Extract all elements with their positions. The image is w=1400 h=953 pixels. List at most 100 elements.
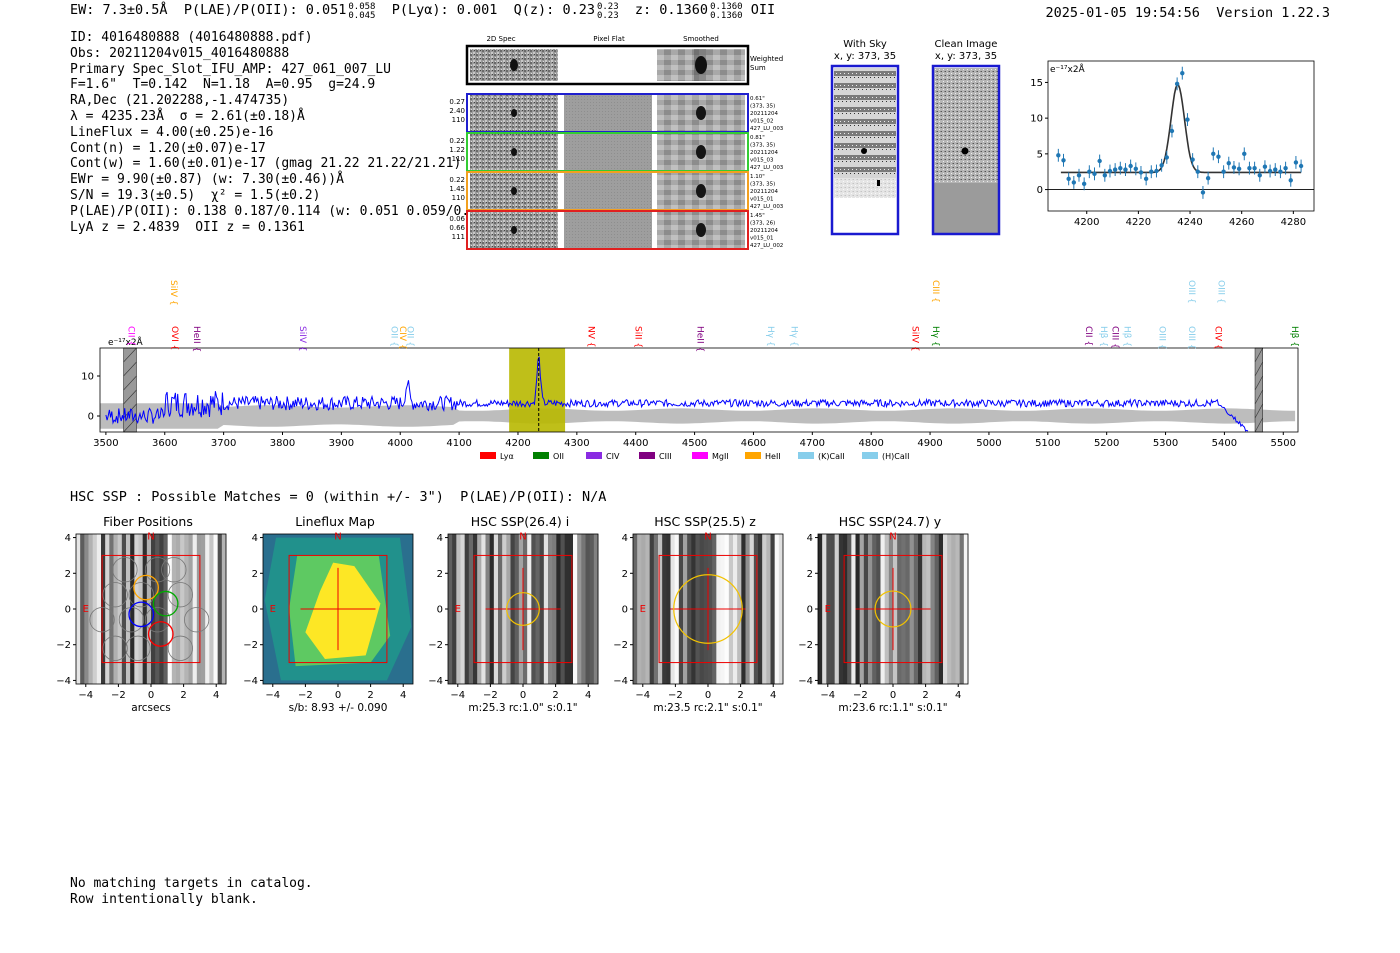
- spectral-line-label: SiII {: [633, 326, 643, 348]
- data-point: [1185, 117, 1190, 122]
- detection-info: ID: 4016480888 (4016480888.pdf) Obs: 202…: [70, 30, 500, 235]
- spectral-line-label: OII {: [388, 326, 398, 347]
- image-stripe: [947, 534, 952, 684]
- image-stripe: [641, 534, 646, 684]
- mask-hatch: [123, 361, 137, 377]
- emission-blob: [511, 109, 517, 117]
- image-stripe: [770, 534, 776, 684]
- x-tick-label: 4600: [741, 438, 766, 449]
- fiber: [102, 635, 128, 661]
- image-stripe: [963, 534, 969, 684]
- data-point: [1242, 151, 1247, 157]
- y-tick-label: 0: [437, 605, 443, 616]
- image-stripe: [573, 534, 578, 684]
- x-tick-label: −2: [111, 690, 126, 701]
- x-tick-label: 4200: [1074, 217, 1099, 228]
- image-stripe: [180, 534, 185, 684]
- fiber-highlight: [128, 601, 155, 628]
- image-stripe: [221, 534, 227, 684]
- spectral-line-label: OVI {: [169, 326, 179, 350]
- image-stripe: [184, 534, 189, 684]
- cutout-row-frame: [466, 210, 749, 250]
- emission-blob: [510, 59, 518, 71]
- y-tick-label: 10: [81, 372, 94, 383]
- x-tick-label: 4700: [800, 438, 825, 449]
- legend-label: CIV: [606, 452, 620, 461]
- data-point: [1164, 155, 1169, 160]
- spectral-line-label: OIII {: [1216, 280, 1226, 304]
- x-tick-label: 4000: [388, 438, 413, 449]
- emission-blob: [696, 145, 706, 159]
- y-unit-label: e⁻¹⁷x2Å: [108, 336, 144, 348]
- line-fit-chart: 4200 4220 4240 4260 4280 0 5 10 15 e⁻¹⁷x2Å: [1030, 60, 1315, 228]
- y-tick-label: 2: [65, 569, 71, 580]
- cutout-row-meta: 0.81": [750, 135, 765, 141]
- footer-line: No matching targets in catalog.: [70, 876, 313, 891]
- aperture-circle: [673, 574, 743, 644]
- legend-swatch: [862, 452, 878, 459]
- y-tick-label: 0: [622, 605, 628, 616]
- image-stripe: [138, 534, 144, 684]
- emission-blob: [511, 148, 517, 156]
- data-point: [1092, 171, 1097, 177]
- cutout-row-meta: (373, 35): [750, 182, 775, 188]
- data-point: [1107, 168, 1113, 174]
- cutout-row-stat: 0.66: [449, 224, 465, 232]
- cutout-flat: [564, 95, 652, 131]
- info-line: LineFlux = 4.00(±0.25)e-16: [70, 124, 274, 140]
- cutout-row-meta: 20211204: [750, 150, 778, 156]
- fiber: [144, 607, 171, 633]
- image-stripe: [176, 534, 181, 684]
- data-point: [1288, 178, 1293, 183]
- north-label: N: [704, 532, 711, 543]
- cutout-row-stat: 110: [452, 155, 465, 163]
- spectral-line-label: SiIV {: [909, 326, 919, 352]
- image-stripe: [92, 534, 98, 684]
- sky-panels: With Sky x, y: 373, 35 Clean Image x, y:…: [830, 39, 1001, 236]
- cutout-row-meta: v015_01: [750, 197, 774, 203]
- image-stripe: [159, 534, 164, 684]
- summary-header: EW: 7.3±0.5Å P(LAE)/P(OII): 0.051 0.058 0.…: [70, 2, 775, 21]
- x-tick-label: −2: [853, 690, 868, 701]
- panel-title: HSC SSP(24.7) y: [839, 514, 942, 529]
- spectral-line-label: SiIV {: [168, 280, 178, 306]
- ew-value: EW: 7.3±0.5Å: [70, 2, 168, 18]
- emission-blob: [696, 106, 706, 120]
- image-stripe: [101, 534, 106, 684]
- fiber: [167, 582, 193, 608]
- x-tick-label: 4: [770, 690, 776, 701]
- y-tick-label: 2: [622, 569, 628, 580]
- data-point: [1278, 169, 1283, 174]
- panel-title: Fiber Positions: [103, 514, 193, 529]
- masked-range: [1254, 347, 1263, 433]
- mask-hatch: [1254, 389, 1263, 405]
- data-point: [1123, 167, 1128, 172]
- noise-band: [100, 403, 1296, 429]
- image-stripe: [448, 534, 453, 684]
- cutout-row-stat: 0.22: [449, 137, 465, 145]
- aperture-circle: [506, 592, 540, 626]
- data-point: [1112, 167, 1118, 172]
- x-tick-label: 4100: [446, 438, 471, 449]
- y-tick-label: −2: [798, 640, 813, 651]
- image-stripe: [163, 534, 169, 684]
- data-point: [1211, 151, 1216, 157]
- data-point: [1102, 173, 1108, 178]
- x-tick-label: 4220: [1126, 217, 1151, 228]
- image-stripe: [217, 534, 223, 684]
- image-stripe: [822, 534, 827, 684]
- fiber-highlight: [152, 590, 179, 617]
- spectral-line-label: Hβ {: [1289, 326, 1299, 347]
- image-stripe: [749, 534, 755, 684]
- panel-caption: m:23.6 rc:1.1" s:0.1": [838, 702, 947, 714]
- spectral-line-label: CIII {: [930, 280, 940, 303]
- flux-core: [305, 562, 381, 659]
- plot-frame: [99, 347, 1299, 433]
- data-point: [1293, 160, 1299, 165]
- x-tick-label: 4: [400, 690, 406, 701]
- image-stripe: [745, 534, 751, 684]
- fiber: [102, 582, 128, 608]
- y-tick-label: −2: [243, 640, 258, 651]
- image-stripe: [171, 534, 177, 684]
- cutout-flat: [564, 134, 652, 170]
